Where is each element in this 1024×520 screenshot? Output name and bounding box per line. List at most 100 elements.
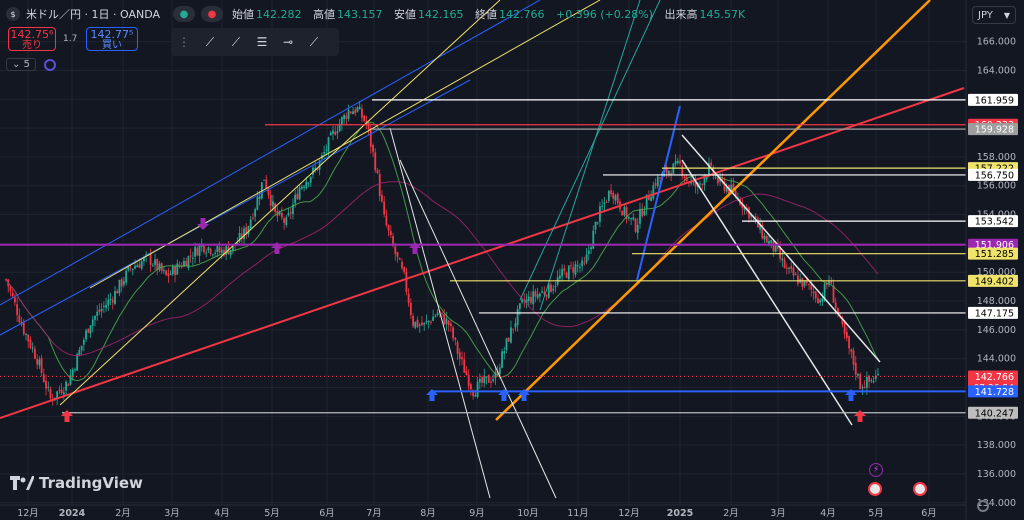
price-tick-label: 156.000 [977, 181, 1016, 192]
candle-body [298, 187, 301, 200]
candle-body [418, 324, 421, 326]
candle-body [42, 374, 45, 382]
candle-body [676, 160, 679, 164]
chevron-down-icon: ▼ [1003, 10, 1010, 20]
candle-body [167, 273, 170, 277]
candle-body [327, 137, 330, 152]
candle-body [414, 321, 417, 328]
price-level-badge [968, 123, 1018, 136]
candle-body [345, 115, 348, 119]
candle-body [11, 292, 14, 297]
time-tick-label: 9月 [469, 508, 485, 519]
volume-label: 出来高 [664, 8, 698, 21]
candle-body [176, 263, 179, 275]
candle-body [314, 167, 317, 170]
candle-body [579, 266, 581, 268]
candle-body [356, 107, 359, 112]
blue-up-arrow-icon [518, 389, 530, 401]
candle-body [367, 122, 370, 131]
blue-up-arrow-icon [845, 389, 857, 401]
candle-body [623, 206, 626, 216]
currency-selector[interactable]: JPY ▼ [972, 6, 1016, 24]
candle-body [768, 241, 770, 244]
buy-button[interactable]: 142.77⁵ 買い [86, 27, 138, 51]
candle-body [225, 246, 228, 255]
sell-button[interactable]: 142.75⁶ 売り [8, 27, 56, 51]
candle-body [396, 252, 399, 257]
candle-body [732, 183, 735, 191]
candle-body [854, 362, 857, 375]
ma-short-line [5, 121, 879, 382]
live-indicator-icon[interactable]: ● [201, 6, 223, 22]
candle-body [610, 190, 612, 195]
candle-body [156, 258, 159, 271]
candle-body [783, 259, 786, 269]
chart-settings-icon[interactable] [977, 500, 989, 512]
candle-body [429, 321, 432, 323]
price-level-label: 140.247 [975, 408, 1014, 419]
horizontal-ray-icon[interactable]: ⊸ [282, 35, 294, 49]
trendline-tool-icon[interactable]: ⟋ [205, 34, 215, 49]
yellow-channel-lower [59, 0, 501, 406]
high-label: 高値 [313, 8, 335, 21]
candle-body [158, 263, 161, 270]
candle-body [207, 247, 210, 251]
candle-body [636, 224, 639, 233]
ray-tool-icon[interactable]: ⟋ [231, 34, 241, 49]
candle-body [763, 235, 766, 240]
candle-body [665, 167, 668, 174]
candle-body [554, 286, 557, 288]
event-bolt-icon[interactable]: ⚡ [869, 463, 883, 477]
candle-body [198, 245, 201, 256]
us-event-flag-icon-2[interactable] [913, 482, 927, 496]
candle-body [452, 327, 455, 339]
us-event-flag-icon[interactable] [868, 482, 882, 496]
candle-body [243, 228, 245, 240]
candle-body [369, 128, 372, 147]
indicator-settings-icon[interactable] [43, 58, 56, 71]
extended-line-icon[interactable]: ⟋ [309, 34, 319, 49]
candle-body [381, 195, 383, 202]
candle-body [398, 258, 401, 260]
price-level-badge [968, 247, 1018, 260]
candle-body [107, 299, 110, 306]
candle-body [254, 209, 257, 217]
candle-body [490, 381, 492, 383]
price-level-label: 153.542 [975, 217, 1014, 228]
candle-body [67, 383, 70, 387]
green-trendline-1 [519, 0, 661, 301]
candle-body [136, 265, 139, 268]
candle-body [741, 202, 744, 209]
candle-body [151, 265, 154, 267]
candle-body [294, 194, 297, 204]
fib-tool-icon[interactable]: ☰ [256, 35, 268, 49]
candle-body [670, 172, 673, 176]
indicator-count[interactable]: ⌄ 5 [6, 58, 36, 71]
candle-body [859, 374, 862, 389]
level-lines [0, 99, 968, 414]
market-status-icon[interactable]: ● [173, 6, 195, 22]
candle-body [300, 186, 303, 189]
candle-body [672, 163, 675, 174]
drag-handle-icon[interactable]: ⋮ [178, 35, 190, 49]
candle-body [647, 195, 650, 200]
candle-body [874, 375, 877, 380]
candle-body [392, 236, 394, 247]
candle-body [187, 256, 190, 269]
candle-body [605, 201, 608, 203]
candle-body [572, 267, 575, 273]
symbol-title[interactable]: 米ドル／円 · 1日 · OANDA [26, 8, 160, 21]
candle-body [583, 262, 586, 264]
candle-body [169, 273, 172, 275]
candle-body [550, 284, 552, 293]
candle-body [185, 261, 188, 267]
candle-body [278, 211, 281, 215]
candle-body [590, 247, 592, 250]
candle-body [38, 359, 41, 366]
candle-body [343, 114, 346, 120]
candle-body [841, 317, 844, 325]
candle-body [180, 266, 183, 268]
candle-body [114, 291, 116, 305]
candle-body [516, 308, 519, 326]
